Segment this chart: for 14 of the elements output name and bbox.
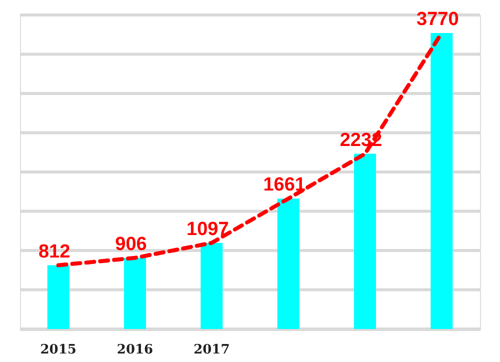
data-label: 812 (38, 241, 70, 262)
data-label: 1097 (186, 218, 229, 240)
bar (47, 265, 70, 329)
data-label: 906 (115, 234, 147, 255)
data-label: 1661 (263, 174, 306, 196)
x-tick-label: 2015 (40, 342, 76, 358)
bar (430, 33, 453, 329)
bar (124, 258, 146, 329)
x-tick-label: 2016 (116, 342, 154, 358)
bar (354, 154, 376, 329)
data-label: 3770 (416, 9, 459, 30)
bar (200, 242, 223, 329)
bar (277, 198, 300, 329)
x-tick-label: 2017 (194, 342, 230, 358)
